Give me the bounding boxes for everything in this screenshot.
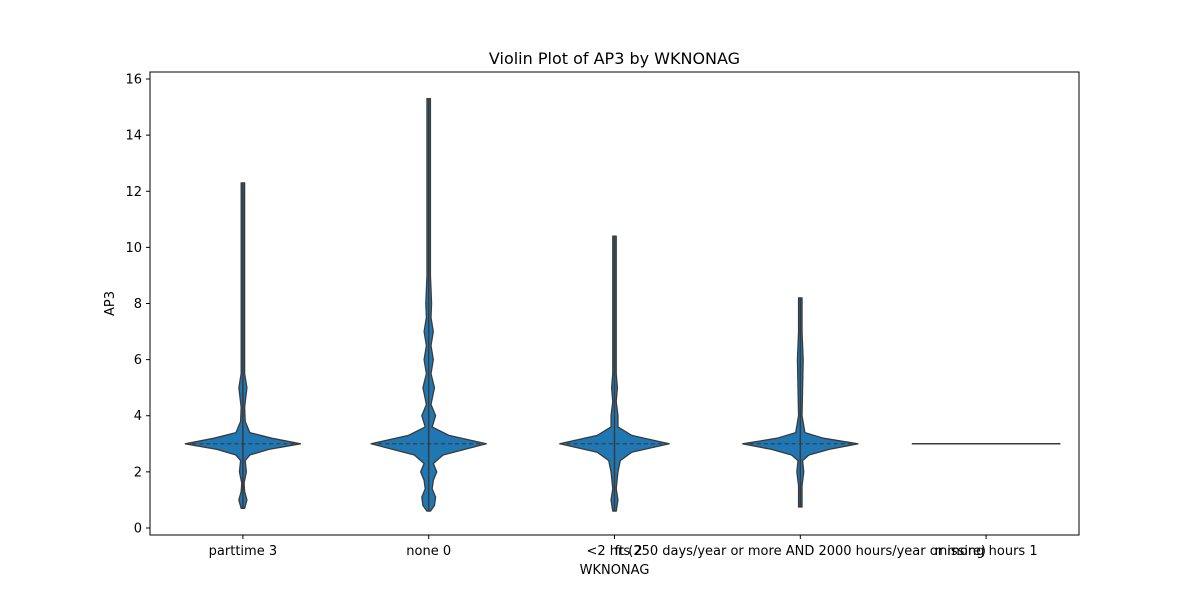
violins-group bbox=[184, 98, 1061, 512]
x-tick-label: parttime 3 bbox=[209, 544, 277, 559]
x-axis: parttime 3 none 0 <2 hrs 2ft (250 days/yea… bbox=[209, 535, 1038, 559]
y-tick-label: 14 bbox=[125, 129, 142, 144]
y-tick-label: 12 bbox=[125, 185, 142, 200]
y-tick-label: 4 bbox=[134, 409, 142, 424]
y-axis: 0 2 4 6 8 10 12 14 16 bbox=[125, 73, 150, 536]
x-tick-label: missing hours 1 bbox=[935, 544, 1038, 559]
y-tick-label: 10 bbox=[125, 241, 142, 256]
x-tick-label: none 0 bbox=[406, 544, 451, 559]
chart-title: Violin Plot of AP3 by WKNONAG bbox=[489, 49, 740, 68]
x-tick-label: <2 hrs 2 bbox=[586, 544, 642, 559]
y-tick-label: 6 bbox=[134, 353, 142, 368]
x-tick-label: ft (250 days/year or more AND 2000 hours… bbox=[615, 544, 986, 559]
x-axis-label: WKNONAG bbox=[580, 563, 650, 578]
y-tick-label: 16 bbox=[125, 73, 142, 88]
y-tick-label: 2 bbox=[134, 465, 142, 480]
y-tick-label: 8 bbox=[134, 297, 142, 312]
y-tick-label: 0 bbox=[134, 521, 142, 536]
y-axis-label: AP3 bbox=[103, 291, 118, 316]
